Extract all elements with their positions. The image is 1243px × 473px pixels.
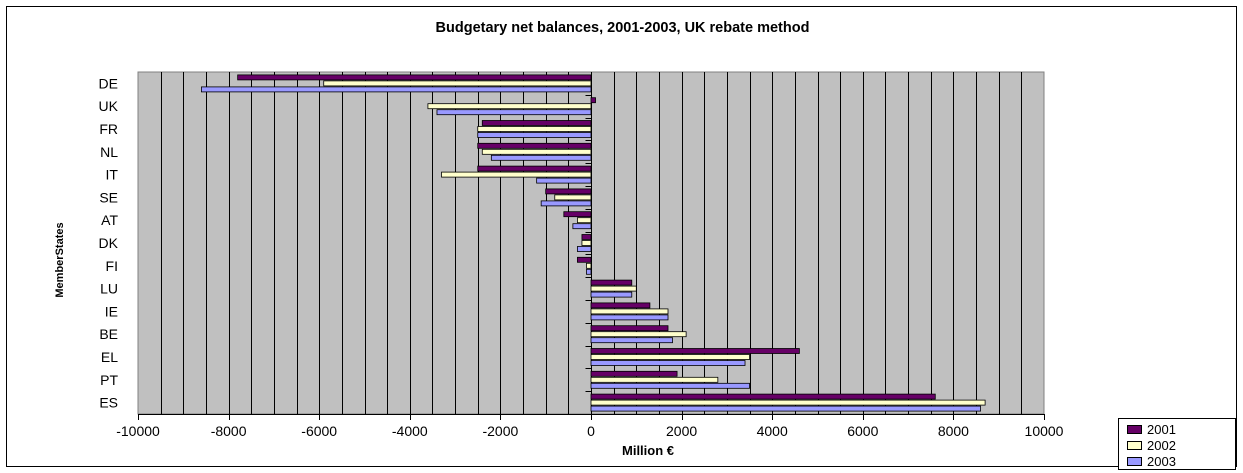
x-tick-label: 2000 [666,423,697,439]
legend-swatch-2001 [1127,424,1142,434]
y-tick-label: LU [100,281,118,297]
bar-2003-FR [477,132,592,138]
bar-2002-FI [586,262,592,269]
bar-2003-IE [590,314,669,321]
legend-item-2002: 2002 [1127,437,1235,453]
legend-swatch-2002 [1127,440,1142,450]
bar-2001-AT [563,211,592,218]
x-tick-label: 8000 [938,423,969,439]
bar-2002-LU [590,285,637,292]
bar-2003-AT [572,223,592,230]
y-tick-label: NL [100,144,118,160]
bar-2001-LU [590,279,633,286]
bar-2001-DK [581,234,592,240]
x-tick-label: -6000 [301,423,337,439]
legend-item-2003: 2003 [1127,453,1235,469]
bar-2002-PT [590,376,719,383]
y-tick-label: ES [99,395,118,411]
y-tick-label: EL [101,349,118,365]
bar-2002-DK [581,240,592,246]
bar-2002-ES [590,399,986,406]
bar-2002-IT [441,171,592,178]
legend-label-2002: 2002 [1147,437,1176,453]
bar-2001-SE [545,188,592,195]
bar-2002-SE [554,194,592,201]
bar-2003-PT [590,382,750,389]
x-tick-label: -10000 [116,423,160,439]
bar-2002-UK [427,103,592,110]
bar-2002-IE [590,308,669,315]
bar-2002-AT [577,217,592,224]
bar-2002-DE [323,80,592,87]
bar-2003-LU [590,291,633,298]
y-tick-label: UK [99,98,119,114]
bar-2003-IT [536,177,592,184]
x-tick-label: -4000 [392,423,428,439]
legend-label-2003: 2003 [1147,453,1176,469]
y-tick-label: DE [99,75,118,91]
bar-2003-FI [586,268,592,275]
bar-2001-IE [590,302,651,309]
chart-title: Budgetary net balances, 2001-2003, UK re… [435,20,810,36]
bar-2002-NL [481,148,592,155]
bar-2001-NL [477,142,592,149]
y-tick-label: DK [99,235,119,251]
bar-2001-UK [590,97,596,104]
legend-swatch-2003 [1127,456,1142,466]
x-tick-label: -2000 [482,423,518,439]
bar-2003-SE [540,200,592,207]
x-tick-label: 6000 [847,423,878,439]
y-tick-label: IT [106,167,119,183]
bar-2003-ES [590,405,981,412]
x-tick-label: 0 [587,423,595,439]
chart-legend: 2001 2002 2003 [1118,418,1236,470]
x-tick-label: -8000 [211,423,247,439]
bar-2001-EL [590,348,800,354]
legend-label-2001: 2001 [1147,421,1176,437]
x-axis-label: Million € [622,443,674,458]
bar-2001-PT [590,370,678,377]
bar-2001-FI [577,256,592,263]
bar-2002-BE [590,331,687,338]
y-axis-label: MemberStates [54,222,66,298]
y-tick-label: BE [99,326,118,342]
y-tick-label: SE [99,189,118,205]
bar-2003-DK [577,246,592,252]
bar-2002-EL [590,354,750,360]
bar-2003-UK [436,109,592,116]
x-tick-label: 10000 [1025,423,1064,439]
y-tick-label: FI [106,258,118,274]
bar-2001-DE [237,74,592,81]
legend-item-2001: 2001 [1127,421,1235,437]
bar-2001-ES [590,393,936,400]
bar-2001-FR [481,120,592,126]
y-tick-label: FR [99,121,118,137]
bar-2001-IT [477,165,592,172]
y-tick-label: PT [100,372,118,388]
bar-2003-BE [590,337,673,344]
bar-2002-FR [477,126,592,132]
bar-2001-BE [590,325,669,332]
y-tick-label: IE [105,303,118,319]
y-tick-label: AT [101,212,118,228]
bar-2003-NL [490,154,592,161]
x-tick-label: 4000 [757,423,788,439]
bar-2003-EL [590,360,746,366]
bar-2003-DE [201,86,592,93]
